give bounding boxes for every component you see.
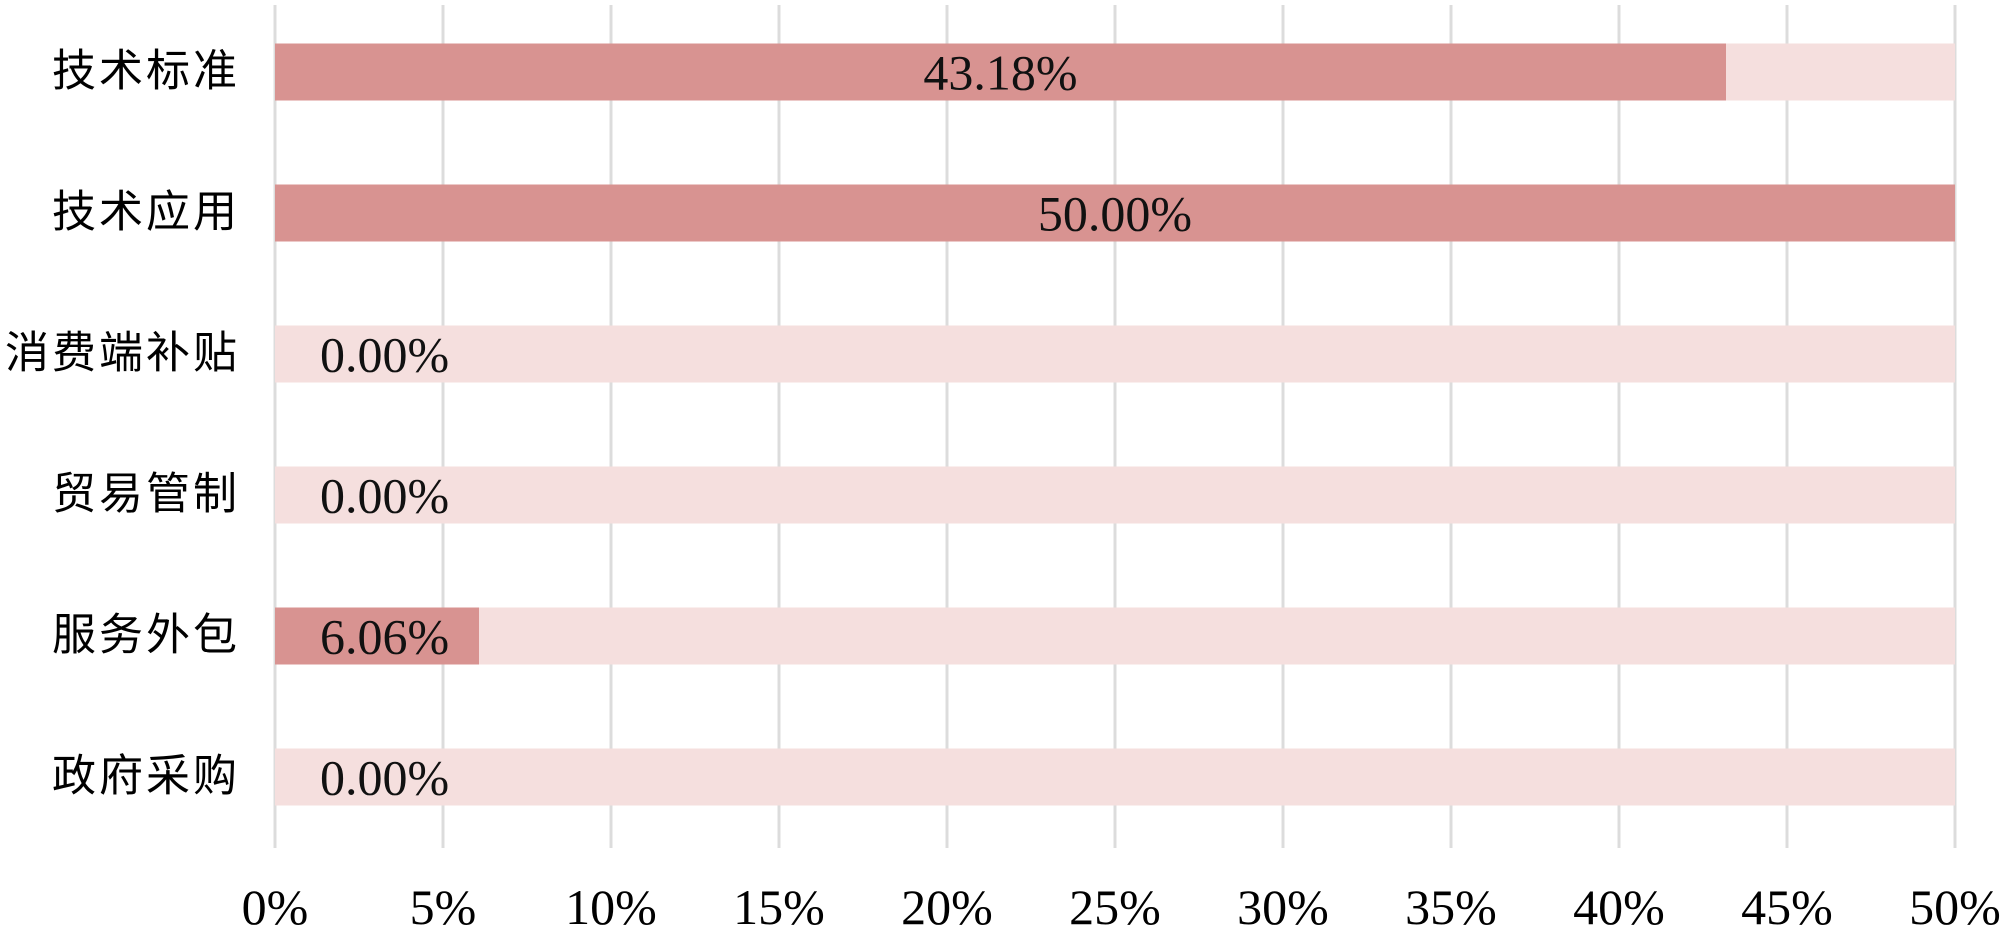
bar-track: 0.00% bbox=[275, 466, 1955, 524]
value-label: 0.00% bbox=[320, 467, 450, 523]
value-label: 50.00% bbox=[1037, 185, 1193, 241]
gridline bbox=[1785, 5, 1789, 848]
x-tick-label: 30% bbox=[1237, 879, 1329, 935]
gridline bbox=[945, 5, 949, 848]
gridline bbox=[1113, 5, 1117, 848]
x-tick-label: 50% bbox=[1909, 879, 2000, 935]
category-label: 政府采购 bbox=[52, 751, 240, 801]
x-tick-label: 40% bbox=[1573, 879, 1665, 935]
gridline bbox=[609, 5, 613, 848]
category-label: 技术应用 bbox=[52, 187, 240, 237]
gridline bbox=[1617, 5, 1621, 848]
bar-fill bbox=[275, 43, 1726, 101]
value-label: 43.18% bbox=[923, 44, 1078, 100]
bar-fill bbox=[275, 184, 1955, 242]
value-label: 6.06% bbox=[320, 608, 450, 664]
gridline bbox=[1953, 5, 1957, 848]
x-tick-label: 10% bbox=[565, 879, 657, 935]
bar-track: 43.18% bbox=[275, 43, 1955, 101]
bar-fill bbox=[275, 607, 479, 665]
category-label: 贸易管制 bbox=[52, 469, 240, 519]
bar-track: 6.06% bbox=[275, 607, 1955, 665]
category-label: 技术标准 bbox=[52, 46, 240, 96]
x-tick-label: 5% bbox=[409, 879, 477, 935]
gridline bbox=[273, 5, 277, 848]
x-tick-label: 45% bbox=[1741, 879, 1833, 935]
value-label: 0.00% bbox=[320, 749, 450, 805]
gridline bbox=[1281, 5, 1285, 848]
value-label: 0.00% bbox=[320, 326, 450, 382]
bar-track: 50.00% bbox=[275, 184, 1955, 242]
x-tick-label: 20% bbox=[901, 879, 993, 935]
x-tick-label: 35% bbox=[1405, 879, 1497, 935]
gridline bbox=[777, 5, 781, 848]
x-tick-label: 0% bbox=[241, 879, 309, 935]
gridline bbox=[441, 5, 445, 848]
gridline bbox=[1449, 5, 1453, 848]
category-label: 消费端补贴 bbox=[5, 328, 240, 378]
x-tick-label: 15% bbox=[733, 879, 825, 935]
bar-track: 0.00% bbox=[275, 325, 1955, 383]
category-label: 服务外包 bbox=[52, 610, 240, 660]
x-tick-label: 25% bbox=[1069, 879, 1161, 935]
bar-track: 0.00% bbox=[275, 748, 1955, 806]
